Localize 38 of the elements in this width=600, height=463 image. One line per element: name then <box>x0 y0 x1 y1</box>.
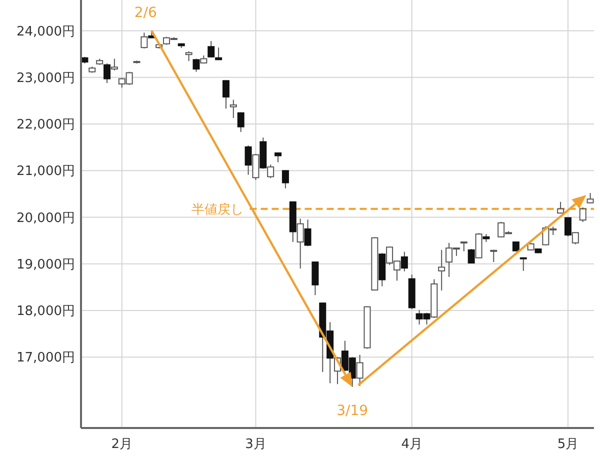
candlestick <box>460 241 468 252</box>
candlestick <box>252 153 260 180</box>
x-tick-label: 2月 <box>111 437 133 452</box>
candlestick <box>230 99 237 118</box>
candlestick <box>185 50 192 62</box>
candlestick <box>140 32 148 49</box>
candlestick <box>215 47 222 60</box>
candlestick <box>579 206 586 222</box>
candlestick <box>208 40 215 58</box>
y-tick-label: 17,000円 <box>16 350 75 366</box>
ref-line-label: 半値戻し <box>192 202 244 218</box>
candlestick <box>586 192 594 204</box>
candlestick <box>512 241 520 252</box>
x-tick-label: 5月 <box>557 437 579 452</box>
candlestick <box>490 249 498 263</box>
y-tick-label: 24,000円 <box>16 24 75 40</box>
candlestick <box>222 80 230 110</box>
y-tick-label: 20,000円 <box>16 210 75 226</box>
candlestick <box>267 164 274 179</box>
x-tick-label: 3月 <box>245 437 266 452</box>
candlestick <box>438 249 446 291</box>
x-tick-label: 4月 <box>401 437 422 452</box>
y-tick-label: 19,000円 <box>16 257 75 272</box>
annotation: 2/6 <box>134 4 157 21</box>
candlestick <box>312 261 319 296</box>
y-tick-label: 23,000円 <box>16 70 75 86</box>
candlestick <box>110 58 118 71</box>
y-tick-label: 22,000円 <box>16 118 75 133</box>
y-tick-label: 18,000円 <box>16 304 75 320</box>
candlestick <box>356 354 364 387</box>
candlestick <box>296 218 304 270</box>
candlestick <box>520 256 527 272</box>
candlestick <box>572 232 579 245</box>
annotation: 3/19 <box>336 402 368 419</box>
y-tick-label: 21,000円 <box>16 164 75 180</box>
candlestick <box>475 232 482 259</box>
candlestick <box>282 170 289 189</box>
candlestick <box>237 112 244 132</box>
